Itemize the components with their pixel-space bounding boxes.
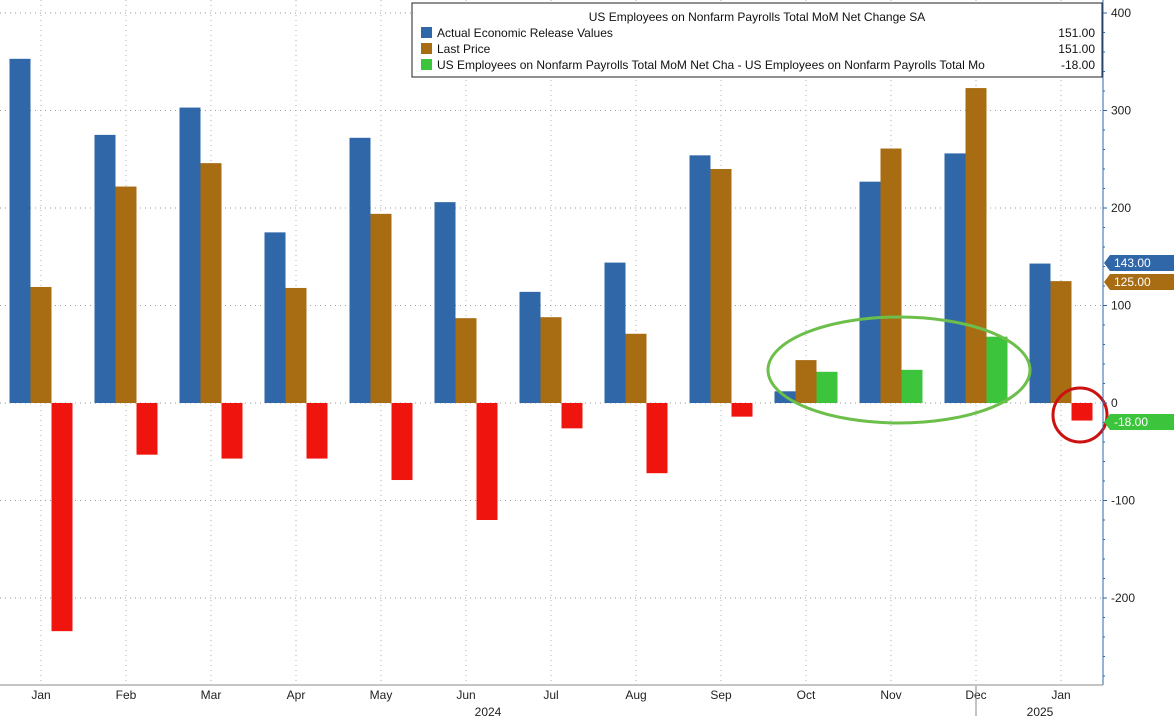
value-flag — [1104, 414, 1174, 430]
year-label: 2024 — [475, 705, 502, 717]
difference-bar — [51, 403, 73, 632]
x-tick-label: Jun — [456, 688, 475, 702]
last-price-bar — [115, 186, 137, 403]
actual-bar — [689, 155, 711, 403]
legend-series-name: US Employees on Nonfarm Payrolls Total M… — [437, 58, 985, 72]
x-tick-label: Apr — [287, 688, 306, 702]
value-flag — [1104, 274, 1174, 290]
legend-swatch — [421, 59, 432, 70]
legend-series-value: 151.00 — [1058, 42, 1095, 56]
x-tick-label: Aug — [625, 688, 646, 702]
bars — [9, 58, 1093, 632]
chart-title: US Employees on Nonfarm Payrolls Total M… — [589, 10, 926, 24]
last-price-bar — [965, 88, 987, 403]
x-tick-label: Jan — [31, 688, 50, 702]
legend-box — [411, 2, 1103, 78]
value-flag-label: 143.00 — [1114, 256, 1151, 270]
difference-bar — [986, 336, 1008, 403]
value-flag-label: 125.00 — [1114, 275, 1151, 289]
axes: 400 300 200 100 0 -100 -200 Jan Feb Mar Apr May Jun J… — [0, 0, 1135, 717]
difference-bar — [391, 403, 413, 481]
last-price-bar — [880, 148, 902, 403]
x-tick-label: Jul — [543, 688, 558, 702]
difference-bar — [731, 403, 753, 417]
y-tick-label: 0 — [1111, 396, 1118, 410]
highlight-ellipse — [766, 315, 1032, 425]
value-flag — [1104, 255, 1174, 271]
y-tick-label: -200 — [1111, 591, 1135, 605]
difference-bar — [136, 403, 158, 455]
y-tick-label: 100 — [1111, 299, 1131, 313]
legend-swatch — [421, 27, 432, 38]
difference-bar — [901, 369, 923, 403]
last-price-bar — [795, 360, 817, 403]
actual-bar — [179, 107, 201, 403]
last-price-bar — [200, 163, 222, 403]
last-price-bar — [710, 169, 732, 403]
actual-bar — [519, 291, 541, 403]
last-price-bar — [30, 286, 52, 403]
difference-bar — [1071, 403, 1093, 421]
actual-bar — [1029, 263, 1051, 403]
highlight-circle — [1051, 386, 1109, 444]
legend-series-name: Last Price — [437, 42, 491, 56]
x-tick-label: Sep — [710, 688, 732, 702]
gridlines — [0, 0, 1103, 685]
last-price-bar — [285, 287, 307, 403]
y-tick-label: -100 — [1111, 494, 1135, 508]
last-price-bar — [370, 213, 392, 403]
difference-bar — [816, 371, 838, 403]
actual-bar — [349, 137, 371, 404]
x-tick-label: Feb — [116, 688, 137, 702]
last-value-flags: 143.00 125.00 -18.00 — [1104, 255, 1174, 430]
value-flag-label: -18.00 — [1114, 415, 1148, 429]
last-price-bar — [540, 317, 562, 403]
x-tick-label: Nov — [880, 688, 901, 702]
x-tick-label: Jan — [1051, 688, 1070, 702]
actual-bar — [604, 262, 626, 403]
actual-bar — [434, 202, 456, 403]
difference-bar — [561, 403, 583, 429]
legend-series-name: Actual Economic Release Values — [437, 26, 613, 40]
actual-bar — [859, 181, 881, 403]
actual-bar — [9, 58, 31, 403]
y-tick-label: 300 — [1111, 104, 1131, 118]
x-tick-label: May — [370, 688, 393, 702]
legend: US Employees on Nonfarm Payrolls Total M… — [411, 2, 1103, 78]
last-price-bar — [625, 333, 647, 403]
legend-series-value: -18.00 — [1061, 58, 1095, 72]
legend-swatch — [421, 43, 432, 54]
actual-bar — [94, 134, 116, 403]
y-tick-label: 400 — [1111, 6, 1131, 20]
x-tick-label: Mar — [201, 688, 222, 702]
year-label: 2025 — [1027, 705, 1054, 717]
last-price-bar — [455, 318, 477, 403]
difference-bar — [221, 403, 243, 459]
x-tick-label: Oct — [797, 688, 816, 702]
actual-bar — [264, 232, 286, 403]
annotations — [766, 315, 1109, 444]
difference-bar — [476, 403, 498, 520]
y-tick-label: 200 — [1111, 201, 1131, 215]
last-price-bar — [1050, 281, 1072, 403]
difference-bar — [306, 403, 328, 459]
difference-bar — [646, 403, 668, 474]
actual-bar — [944, 153, 966, 403]
legend-series-value: 151.00 — [1058, 26, 1095, 40]
